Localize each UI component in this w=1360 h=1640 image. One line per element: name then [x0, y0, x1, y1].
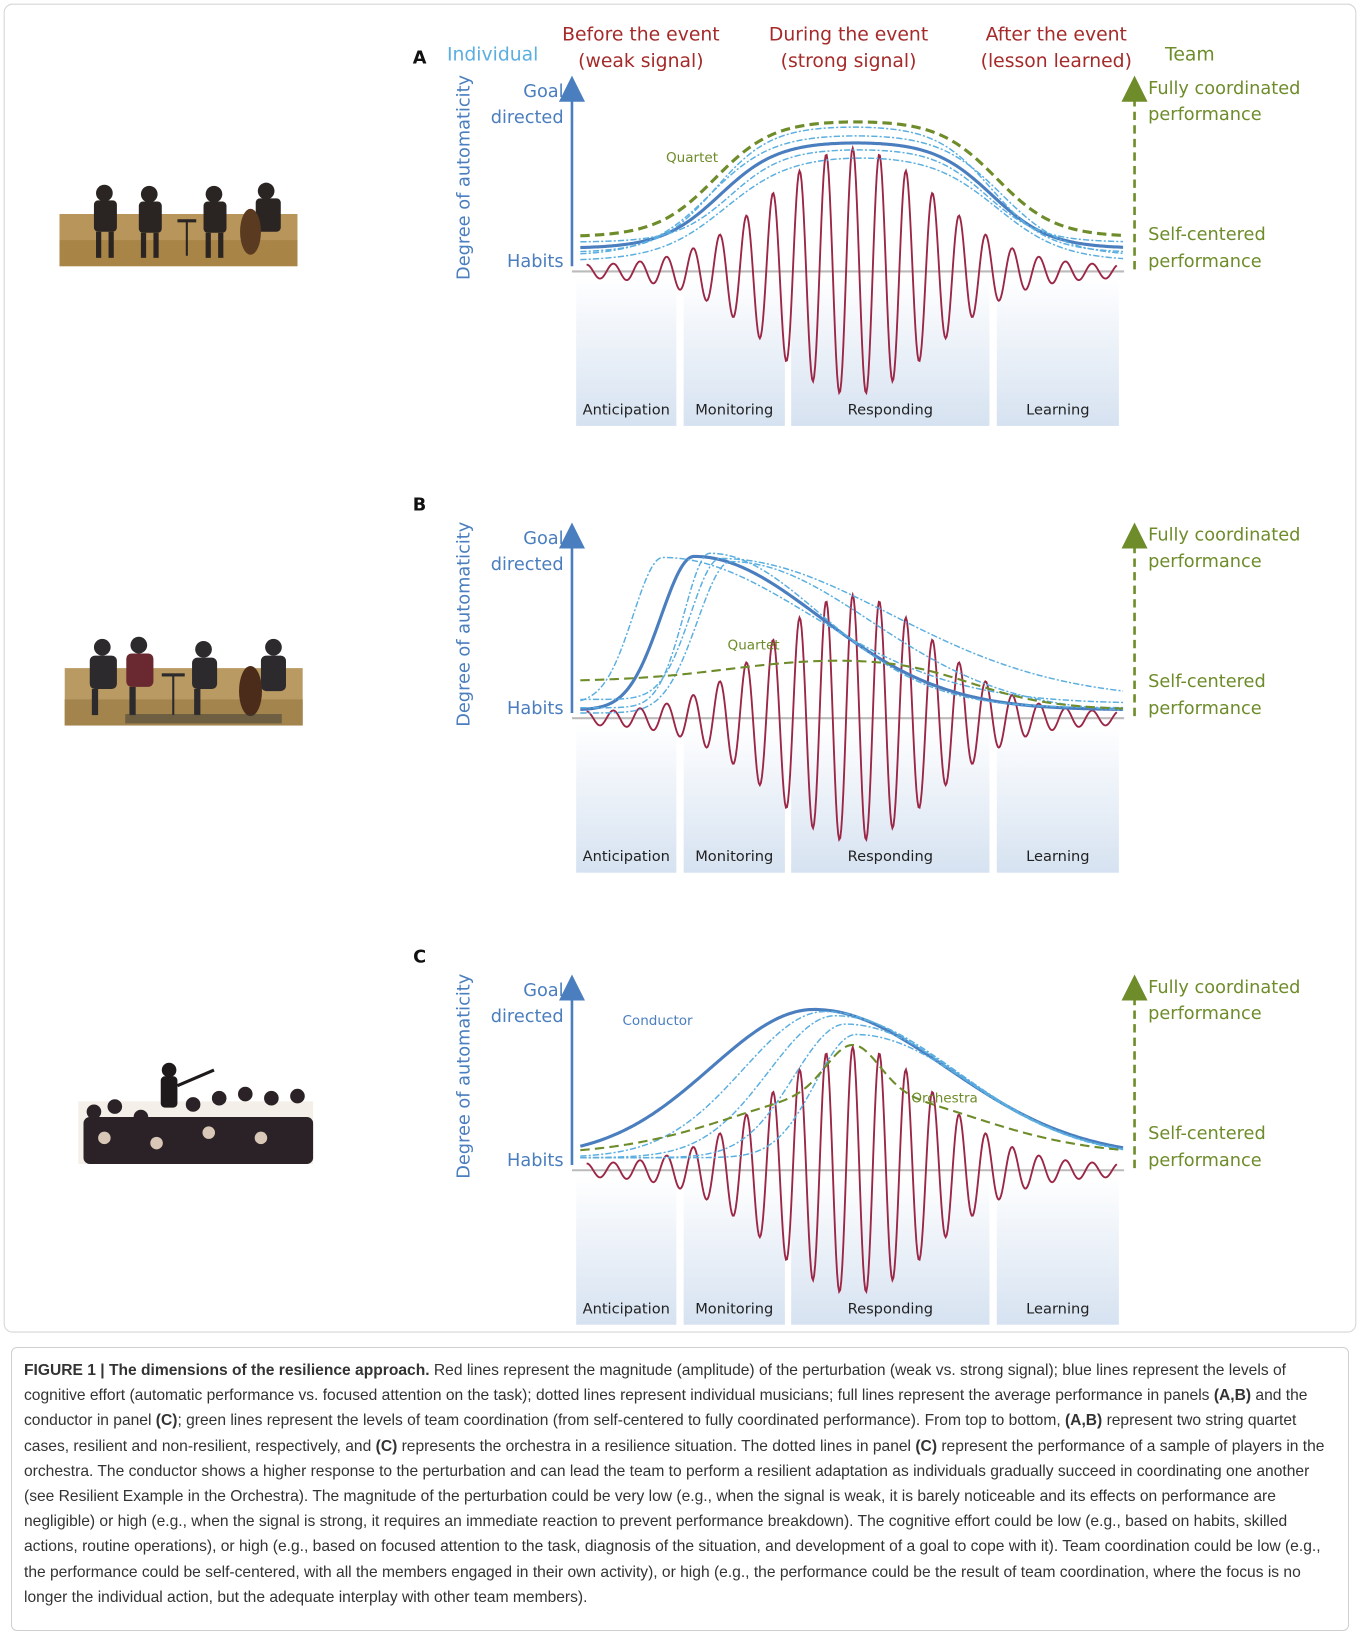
right-bottom-label: Self-centered [1148, 225, 1266, 245]
panel-label: C [413, 947, 426, 967]
curve-label: Quartet [666, 150, 718, 166]
stage-label: Learning [1026, 401, 1089, 418]
y-top-label: Goal [523, 529, 563, 549]
right-bottom-label: Self-centered [1148, 672, 1266, 692]
photo-orchestra [78, 1063, 313, 1164]
phase-subtitle: (lesson learned) [981, 51, 1132, 72]
y-top-label: Goal [523, 82, 563, 102]
right-top-label: Fully coordinated [1148, 79, 1300, 99]
caption-run: represent the performance of a sample of… [24, 1438, 1329, 1606]
effort-curve-individual [580, 158, 1123, 260]
phase-title: After the event [986, 25, 1127, 46]
curve-label: Orchestra [911, 1090, 978, 1106]
right-bottom-label: Self-centered [1148, 1124, 1266, 1144]
stage-label: Learning [1026, 1300, 1089, 1317]
stage-label: Anticipation [583, 1300, 670, 1317]
caption-run: ; green lines represent the levels of te… [177, 1412, 1065, 1429]
effort-curve-mean [580, 1009, 1123, 1147]
stage-label: Responding [848, 848, 933, 865]
caption-run: (C) [156, 1412, 178, 1429]
stage-label: Monitoring [695, 1300, 773, 1317]
curve-label: Quartet [728, 637, 780, 653]
right-top-label: performance [1148, 552, 1262, 572]
effort-curve-individual [580, 553, 1123, 708]
right-top-label: performance [1148, 1004, 1262, 1024]
caption: FIGURE 1 | The dimensions of the resilie… [11, 1347, 1349, 1631]
caption-run: (C) [915, 1438, 937, 1455]
y-bottom-label: Habits [507, 699, 564, 719]
stage-label: Monitoring [695, 401, 773, 418]
header-individual: Individual [447, 45, 538, 66]
effort-curve-individual [580, 150, 1123, 242]
phase-subtitle: (strong signal) [781, 51, 917, 72]
y-top-label: Goal [523, 981, 563, 1001]
caption-run: FIGURE 1 | The dimensions of the resilie… [24, 1362, 430, 1379]
panel: B Anticipation Monitoring Responding Learnin… [413, 495, 1301, 872]
right-bottom-label: performance [1148, 699, 1262, 719]
caption-run: (A,B) [1065, 1412, 1102, 1429]
photo-quartet-b [65, 637, 303, 726]
stage-label: Learning [1026, 848, 1089, 865]
phase-title: During the event [769, 25, 928, 46]
y-axis-title: Degree of automaticity [455, 75, 475, 280]
header-team: Team [1164, 45, 1215, 66]
panel: A Anticipation Monitoring Responding Learnin… [413, 49, 1301, 426]
y-axis-title: Degree of automaticity [455, 974, 475, 1179]
panel: C Anticipation Monitoring Responding Learnin… [413, 947, 1300, 1324]
phase-subtitle: (weak signal) [578, 51, 703, 72]
panel-label: B [413, 495, 427, 515]
stage-label: Responding [848, 1300, 933, 1317]
effort-curve-individual [580, 558, 1123, 699]
coordination-curve [580, 661, 1123, 709]
y-top-label: directed [491, 1007, 564, 1027]
y-top-label: directed [491, 108, 564, 128]
stage-label: Anticipation [583, 401, 670, 418]
stage-label: Anticipation [583, 848, 670, 865]
right-top-label: Fully coordinated [1148, 978, 1300, 998]
panel-label: A [413, 49, 427, 69]
photo-quartet-a [59, 183, 297, 267]
curve-label: Conductor [622, 1013, 693, 1029]
effort-curve-individual [580, 562, 1123, 713]
right-top-label: performance [1148, 105, 1262, 125]
right-bottom-label: performance [1148, 252, 1262, 272]
effort-curve-individual [580, 1012, 1123, 1157]
right-bottom-label: performance [1148, 1151, 1262, 1171]
caption-run: represents the orchestra in a resilience… [397, 1438, 915, 1455]
stage-label: Responding [848, 401, 933, 418]
right-top-label: Fully coordinated [1148, 526, 1300, 546]
y-top-label: directed [491, 555, 564, 575]
caption-run: (A,B) [1214, 1387, 1251, 1404]
phase-title: Before the event [562, 25, 720, 46]
page: Individual Team Before the event (weak sign… [0, 0, 1360, 1640]
y-bottom-label: Habits [507, 252, 564, 272]
y-bottom-label: Habits [507, 1151, 564, 1171]
caption-run: (C) [376, 1438, 398, 1455]
y-axis-title: Degree of automaticity [455, 522, 475, 727]
coordination-curve [580, 1045, 1123, 1150]
stage-label: Monitoring [695, 848, 773, 865]
coordination-curve [580, 122, 1123, 236]
effort-curve-mean [580, 556, 1123, 709]
